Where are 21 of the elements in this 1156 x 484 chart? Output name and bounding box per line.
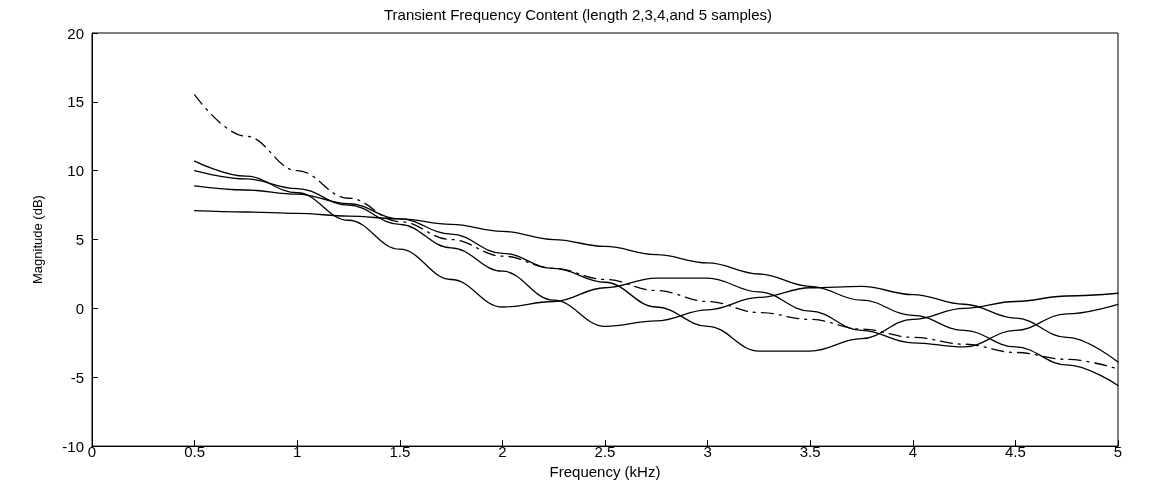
x-tick-label: 1 (293, 443, 302, 461)
x-tick-label: 2 (498, 443, 507, 461)
y-tick-label: 15 (67, 93, 84, 111)
x-tick-label: 1.5 (389, 443, 411, 461)
x-tick-label: 5 (1113, 443, 1123, 461)
x-tick-label: 2.5 (594, 443, 616, 461)
x-tick-label: 3.5 (799, 443, 821, 461)
x-tick-label: 0 (87, 443, 97, 461)
x-tick-label: 3 (703, 443, 712, 461)
y-tick-label: 0 (75, 299, 84, 317)
y-tick-label: -5 (70, 368, 84, 386)
y-tick-label: 20 (67, 24, 84, 42)
y-tick-label: -10 (62, 437, 84, 455)
y-axis-title: Magnitude (dB) (30, 195, 45, 284)
y-tick-label: 5 (75, 231, 84, 249)
x-tick-label: 0.5 (184, 443, 206, 461)
y-tick-label: 10 (67, 162, 84, 180)
x-tick-label: 4 (908, 443, 917, 461)
x-tick-label: 4.5 (1004, 443, 1026, 461)
chart-title: Transient Frequency Content (length 2,3,4,and 5 samples) (384, 6, 772, 23)
x-axis-title: Frequency (kHz) (549, 463, 661, 480)
